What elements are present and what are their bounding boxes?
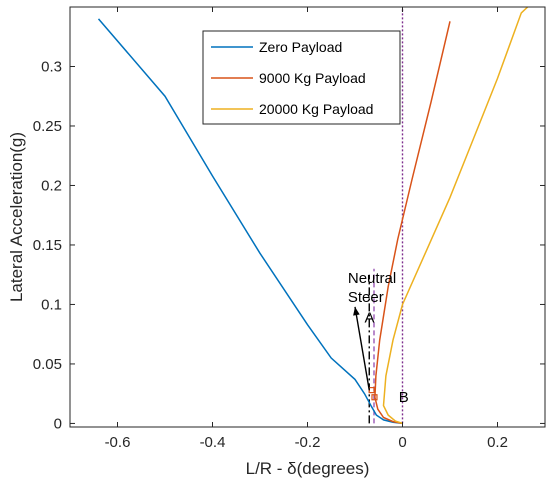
- x-tick-label: -0.4: [200, 434, 226, 451]
- x-tick-label: 0: [398, 434, 406, 451]
- y-tick-label: 0.3: [41, 58, 62, 75]
- x-tick-label: -0.2: [295, 434, 321, 451]
- axes: -0.6 -0.4 -0.2 0 0.2 0 0.05 0.1 0.15 0.2 0.25 0.3: [33, 6, 546, 451]
- y-tick-label: 0.15: [33, 237, 62, 254]
- y-axis-label: Lateral Acceleration(g): [7, 132, 26, 302]
- y-tick-label: 0.25: [33, 118, 62, 135]
- y-tick-label: 0.05: [33, 356, 62, 373]
- legend-label-3: 20000 Kg Payload: [259, 101, 373, 117]
- series-line-3: [382, 7, 529, 425]
- marker-2: [371, 394, 378, 401]
- legend: Zero Payload 9000 Kg Payload 20000 Kg Payl…: [202, 30, 401, 125]
- annotation-2: Steer: [348, 289, 384, 306]
- series-line-2: [374, 21, 451, 425]
- arrow-head: [353, 306, 360, 316]
- neutral-steer-arrow: [354, 306, 370, 391]
- legend-label-1: Zero Payload: [259, 39, 342, 55]
- y-tick-label: 0: [54, 415, 62, 432]
- x-axis-label: L/R - δ(degrees): [246, 459, 370, 478]
- y-tick-label: 0.1: [41, 296, 62, 313]
- series-line-1: [97, 18, 403, 425]
- data-layer: [97, 7, 529, 425]
- annotation-4: B: [399, 389, 409, 406]
- annotation-1: Neutral: [348, 270, 396, 287]
- x-tick-label: -0.6: [105, 434, 131, 451]
- x-tick-label: 0.2: [487, 434, 508, 451]
- annotation-3: A: [365, 309, 375, 326]
- legend-label-2: 9000 Kg Payload: [259, 70, 366, 86]
- y-tick-label: 0.2: [41, 177, 62, 194]
